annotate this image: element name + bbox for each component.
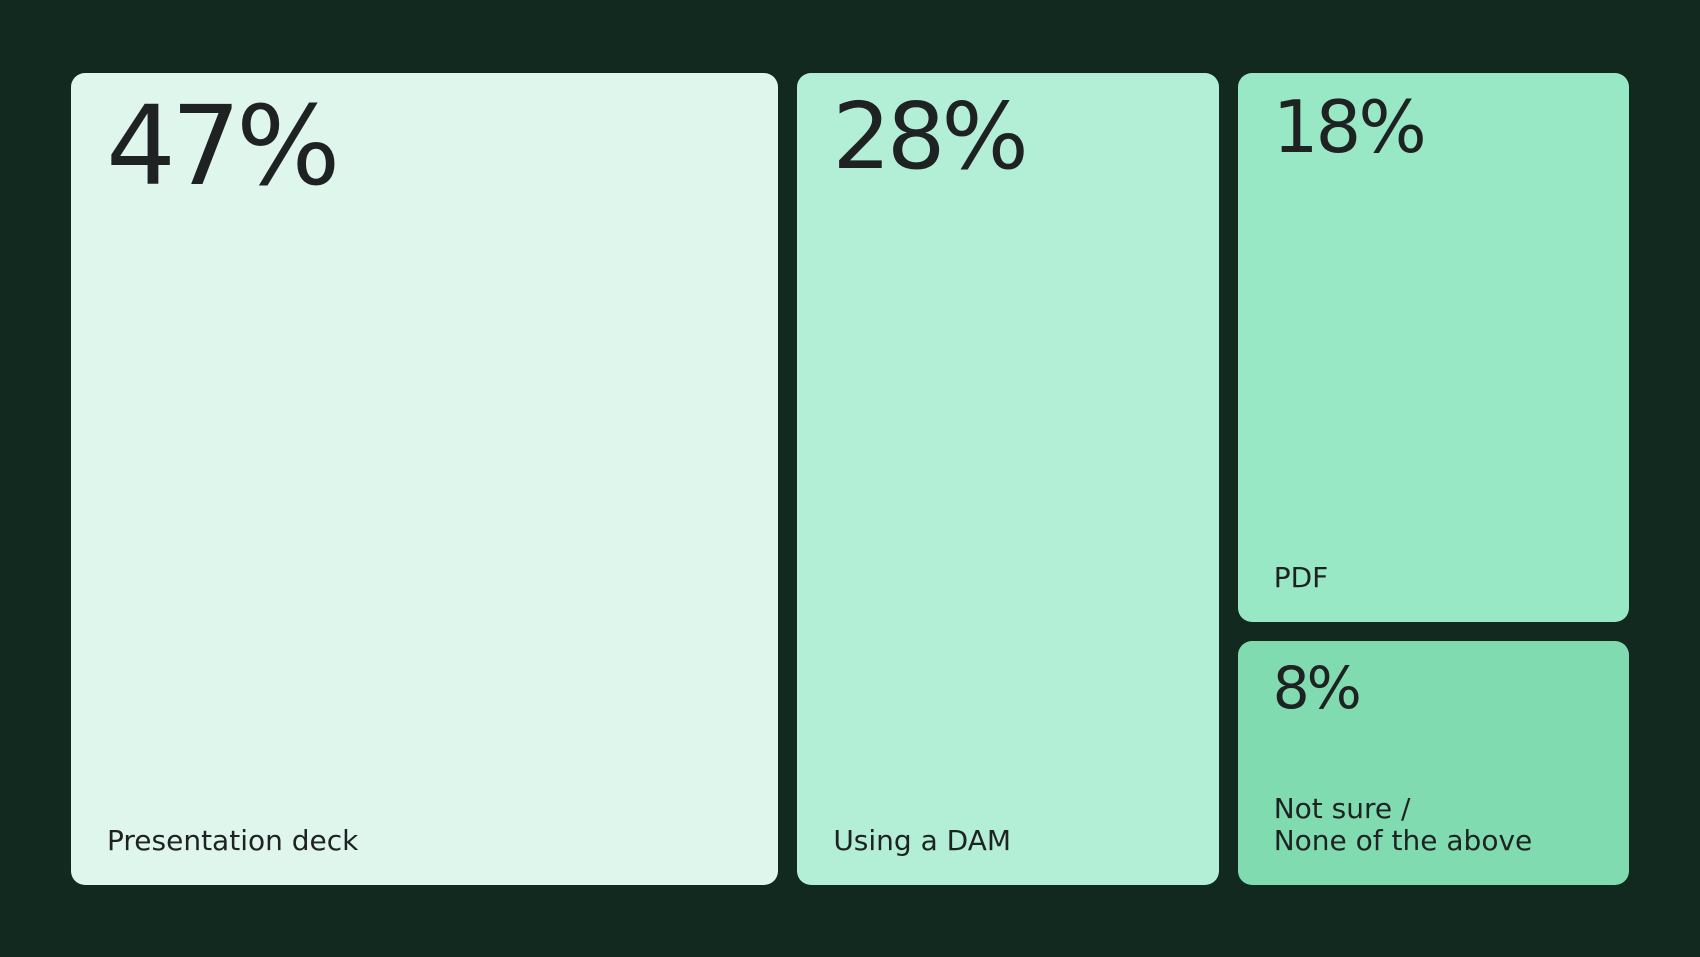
tile-value-label: 18% xyxy=(1272,85,1427,169)
tile-category-label: Not sure / None of the above xyxy=(1273,792,1533,857)
tile-category-label: PDF xyxy=(1273,561,1329,594)
tile-value-label: 47% xyxy=(106,82,340,210)
tile-value-label: 8% xyxy=(1272,654,1362,722)
tile-using-a-dam: 28% Using a DAM xyxy=(797,73,1219,885)
tile-not-sure-none: 8% Not sure / None of the above xyxy=(1237,641,1629,885)
tile-category-label: Presentation deck xyxy=(107,824,359,857)
tile-presentation-deck: 47% Presentation deck xyxy=(71,73,779,885)
tile-category-label: Using a DAM xyxy=(833,824,1012,857)
tile-pdf: 18% PDF xyxy=(1237,73,1629,622)
tile-value-label: 28% xyxy=(832,83,1028,190)
